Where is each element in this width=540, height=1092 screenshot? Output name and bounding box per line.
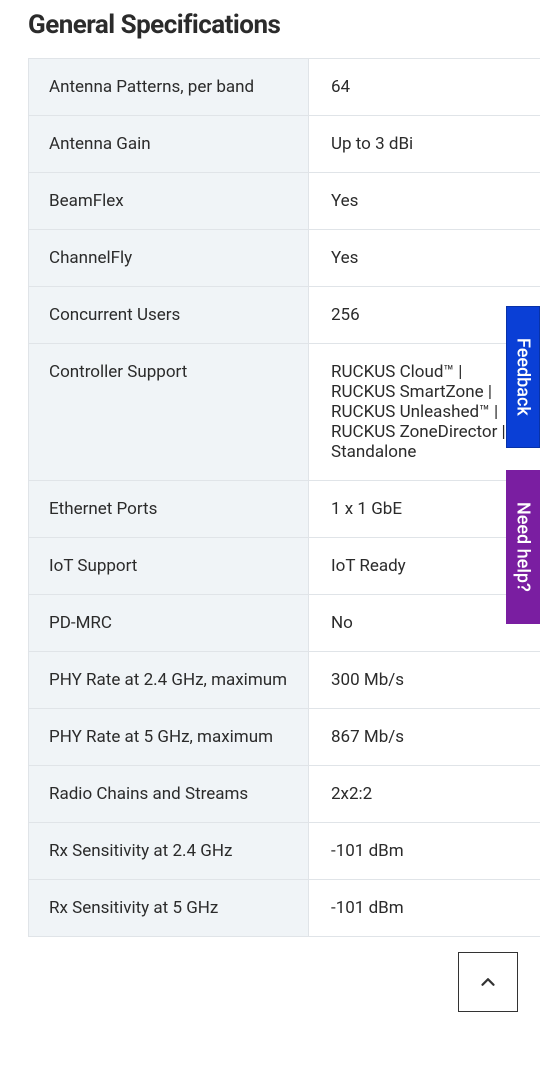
- table-row: PHY Rate at 2.4 GHz, maximum 300 Mb/s: [29, 652, 540, 709]
- spec-value: 64: [309, 59, 540, 115]
- table-row: Rx Sensitivity at 2.4 GHz -101 dBm: [29, 823, 540, 880]
- spec-value: Yes: [309, 230, 540, 286]
- table-row: Radio Chains and Streams 2x2:2: [29, 766, 540, 823]
- table-row: PD-MRC No: [29, 595, 540, 652]
- chevron-up-icon: [477, 971, 499, 993]
- page-title: General Specifications: [28, 10, 512, 40]
- section-header: General Specifications: [0, 0, 540, 58]
- table-row: Antenna Gain Up to 3 dBi: [29, 116, 540, 173]
- spec-label: PHY Rate at 2.4 GHz, maximum: [29, 652, 309, 708]
- feedback-label: Feedback: [513, 338, 534, 416]
- spec-label: PHY Rate at 5 GHz, maximum: [29, 709, 309, 765]
- spec-label: ChannelFly: [29, 230, 309, 286]
- specs-table: Antenna Patterns, per band 64 Antenna Ga…: [28, 58, 540, 937]
- spec-label: Antenna Gain: [29, 116, 309, 172]
- table-row: ChannelFly Yes: [29, 230, 540, 287]
- table-row: IoT Support IoT Ready: [29, 538, 540, 595]
- spec-value: 300 Mb/s: [309, 652, 540, 708]
- help-label: Need help?: [513, 502, 534, 592]
- spec-label: IoT Support: [29, 538, 309, 594]
- spec-value: Up to 3 dBi: [309, 116, 540, 172]
- spec-label: Ethernet Ports: [29, 481, 309, 537]
- spec-label: Antenna Patterns, per band: [29, 59, 309, 115]
- spec-value: 867 Mb/s: [309, 709, 540, 765]
- spec-label: PD-MRC: [29, 595, 309, 651]
- spec-label: Rx Sensitivity at 2.4 GHz: [29, 823, 309, 879]
- spec-value: -101 dBm: [309, 823, 540, 879]
- table-row: Ethernet Ports 1 x 1 GbE: [29, 481, 540, 538]
- spec-label: BeamFlex: [29, 173, 309, 229]
- table-row: Rx Sensitivity at 5 GHz -101 dBm: [29, 880, 540, 937]
- spec-label: Radio Chains and Streams: [29, 766, 309, 822]
- table-row: PHY Rate at 5 GHz, maximum 867 Mb/s: [29, 709, 540, 766]
- scroll-top-button[interactable]: [458, 952, 518, 1012]
- table-row: BeamFlex Yes: [29, 173, 540, 230]
- spec-label: Controller Support: [29, 344, 309, 480]
- feedback-tab[interactable]: Feedback: [506, 306, 540, 448]
- help-tab[interactable]: Need help?: [506, 470, 540, 624]
- spec-value: Yes: [309, 173, 540, 229]
- table-row: Antenna Patterns, per band 64: [29, 59, 540, 116]
- spec-value: 2x2:2: [309, 766, 540, 822]
- table-row: Controller Support RUCKUS Cloud™ | RUCKU…: [29, 344, 540, 481]
- spec-label: Concurrent Users: [29, 287, 309, 343]
- spec-label: Rx Sensitivity at 5 GHz: [29, 880, 309, 936]
- table-row: Concurrent Users 256: [29, 287, 540, 344]
- spec-value: -101 dBm: [309, 880, 540, 936]
